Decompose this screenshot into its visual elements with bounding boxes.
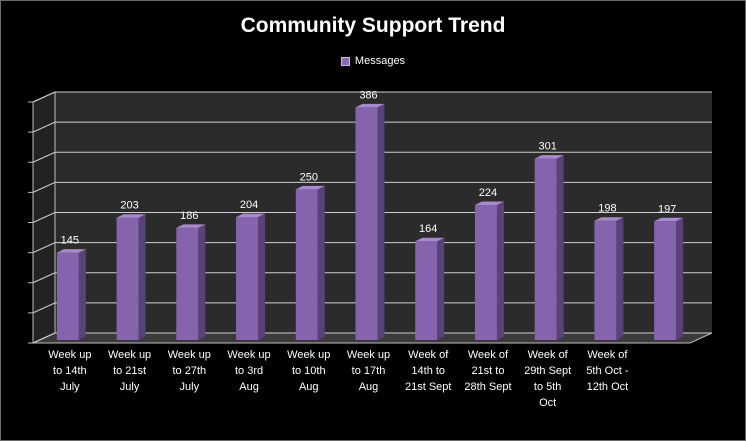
bar-side xyxy=(317,185,325,340)
bar-side xyxy=(258,213,266,340)
gridline-side xyxy=(32,151,56,163)
x-tick-label: Aug xyxy=(299,381,319,393)
bar xyxy=(116,217,139,340)
gridline-side xyxy=(32,91,56,103)
bar-top xyxy=(534,155,564,159)
bar-side xyxy=(437,237,445,340)
x-tick-label: July xyxy=(180,381,200,393)
bar xyxy=(295,189,318,340)
bar-side xyxy=(616,217,624,340)
x-tick-label: July xyxy=(120,381,140,393)
x-tick-label: to 14th xyxy=(53,365,87,377)
bar xyxy=(654,221,677,340)
x-tick-label: 12th Oct xyxy=(587,381,629,393)
bar xyxy=(355,107,378,340)
data-label: 198 xyxy=(598,203,616,215)
bar xyxy=(236,217,259,340)
gridline-side xyxy=(32,302,56,314)
x-tick-label: Week of xyxy=(587,349,628,361)
legend-label-messages: Messages xyxy=(354,55,406,67)
data-label: 386 xyxy=(359,89,377,101)
gridline-side xyxy=(32,121,56,133)
x-tick-label: Week of xyxy=(408,349,449,361)
bar xyxy=(594,220,617,340)
bar-side xyxy=(377,103,385,340)
bar xyxy=(474,205,497,340)
x-tick-label: 5th Oct - xyxy=(586,365,629,377)
bar-side xyxy=(496,201,504,340)
bar-top xyxy=(295,185,325,190)
gridline-side xyxy=(32,242,56,254)
bar-side xyxy=(198,224,206,340)
x-tick-label: Oct xyxy=(539,397,556,409)
data-label: 250 xyxy=(300,171,318,183)
x-tick-label: Aug xyxy=(239,381,259,393)
bar xyxy=(56,252,79,340)
chart-title: Community Support Trend xyxy=(240,14,506,37)
data-label: 204 xyxy=(240,199,258,211)
bar xyxy=(176,227,199,340)
gridline-side xyxy=(32,212,56,223)
data-label: 301 xyxy=(539,141,557,153)
x-tick-label: Week up xyxy=(108,349,151,361)
x-tick-label: to 17th xyxy=(352,365,386,377)
data-label: 164 xyxy=(419,223,437,235)
bar-top xyxy=(355,103,385,108)
bar-top xyxy=(116,214,146,218)
x-tick-label: to 5th xyxy=(534,381,562,393)
bar-top xyxy=(594,217,624,221)
bar-side xyxy=(556,155,564,340)
data-label: 145 xyxy=(61,235,79,247)
x-tick-label: 21st to xyxy=(471,365,504,377)
x-tick-label: to 3rd xyxy=(235,365,263,377)
bar-top xyxy=(56,249,86,253)
bar xyxy=(415,241,438,340)
gridline-side xyxy=(32,332,56,344)
x-tick-label: Week up xyxy=(227,349,270,361)
data-label: 197 xyxy=(658,203,676,215)
x-tick-label: Week up xyxy=(287,349,330,361)
bar-side xyxy=(138,214,146,340)
bar-top xyxy=(176,224,206,228)
x-tick-label: Week up xyxy=(168,349,211,361)
bar-top xyxy=(654,217,684,222)
x-tick-label: Aug xyxy=(359,381,379,393)
gridline-side xyxy=(32,272,56,284)
x-tick-label: to 21st xyxy=(113,365,146,377)
bar-top xyxy=(415,237,445,242)
x-tick-label: Week up xyxy=(347,349,390,361)
x-tick-label: 28th Sept xyxy=(464,381,511,393)
bar-side xyxy=(78,249,86,340)
bar xyxy=(534,158,557,340)
x-tick-label: 29th Sept xyxy=(524,365,571,377)
data-label: 224 xyxy=(479,187,497,199)
x-tick-label: Week of xyxy=(528,349,569,361)
data-label: 203 xyxy=(120,200,138,212)
x-tick-label: July xyxy=(60,381,80,393)
data-label: 186 xyxy=(180,210,198,222)
bar-side xyxy=(676,217,684,340)
x-tick-label: 14th to xyxy=(411,365,445,377)
x-tick-label: to 27th xyxy=(172,365,206,377)
x-tick-label: 21st Sept xyxy=(405,381,451,393)
gridline-side xyxy=(32,181,56,193)
x-tick-label: Week of xyxy=(468,349,509,361)
x-tick-label: to 10th xyxy=(292,365,326,377)
legend: Messages xyxy=(0,55,746,67)
bar-top xyxy=(236,213,266,218)
x-tick-label: Week up xyxy=(48,349,91,361)
legend-swatch-messages xyxy=(340,56,350,66)
bar-top xyxy=(474,201,504,206)
